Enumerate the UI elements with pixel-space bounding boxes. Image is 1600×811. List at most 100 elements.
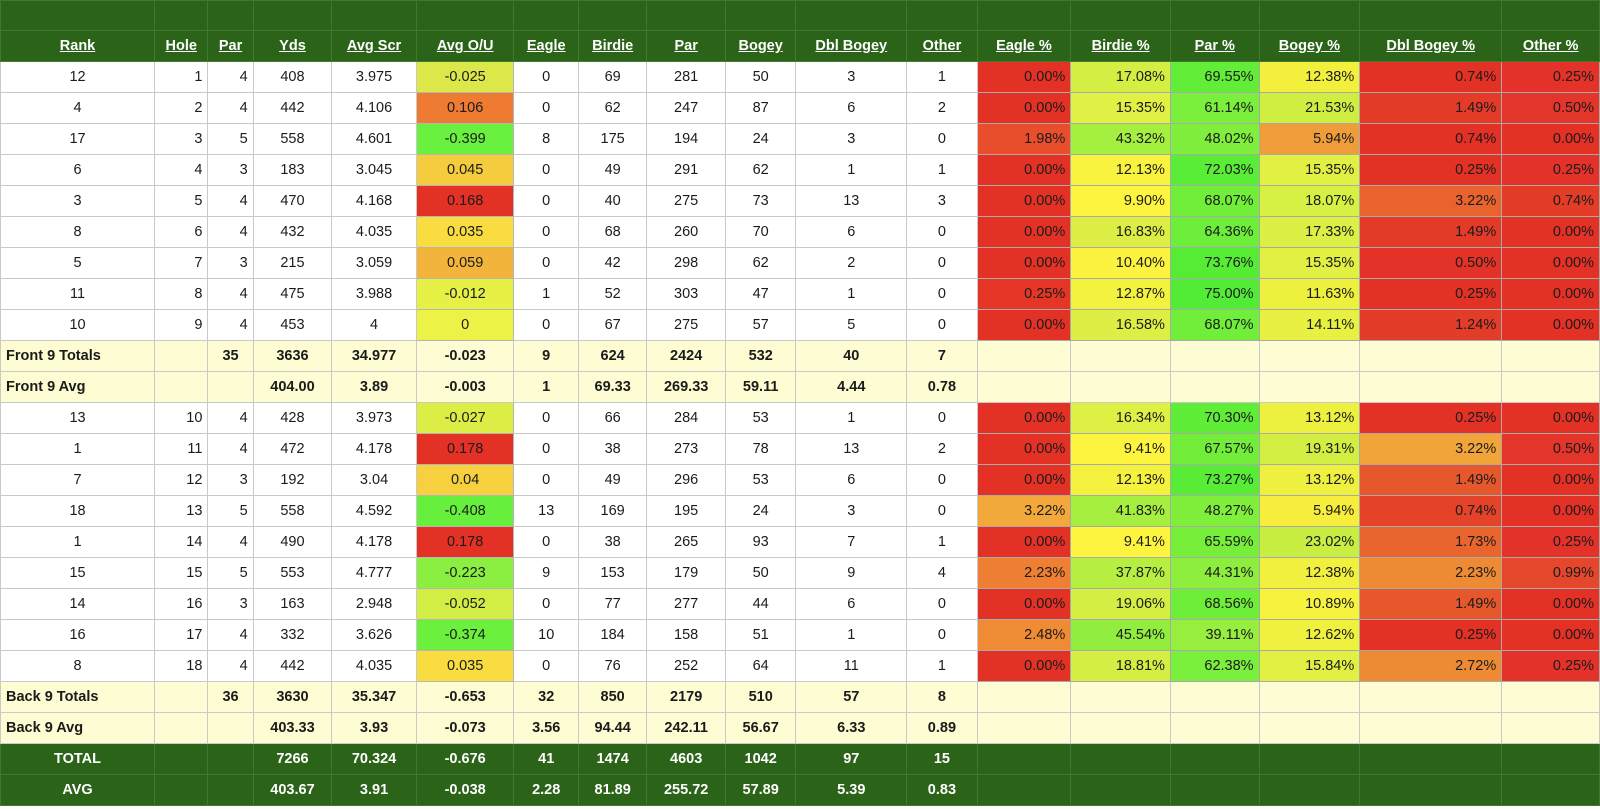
header-row: Rank Hole Par Yds Avg Scr Avg O/U Eagle Birdie P… — [0, 30, 1600, 62]
data-cell: 2 — [906, 433, 978, 465]
percent-cell: 10.89% — [1258, 588, 1361, 620]
data-cell: 5 — [207, 495, 254, 527]
data-cell: 252 — [646, 650, 726, 682]
percent-cell: 12.38% — [1258, 61, 1361, 93]
percent-cell: 1.49% — [1359, 216, 1503, 248]
percent-cell: 18.07% — [1258, 185, 1361, 217]
summary-cell: 242.11 — [646, 712, 726, 744]
data-cell: 6 — [795, 216, 908, 248]
percent-cell: 75.00% — [1169, 278, 1260, 310]
top-band — [0, 0, 1600, 31]
column-header: Avg Scr — [331, 30, 417, 62]
summary-cell — [154, 712, 209, 744]
column-header: Yds — [252, 30, 333, 62]
data-cell: 47 — [724, 278, 797, 310]
data-cell: 73 — [724, 185, 797, 217]
data-cell: 4 — [207, 309, 254, 341]
row-label: AVG — [0, 774, 156, 806]
summary-cell: 1 — [513, 371, 579, 403]
data-cell: 1 — [795, 619, 908, 651]
summary-cell: 56.67 — [724, 712, 797, 744]
percent-cell: 0.50% — [1359, 247, 1503, 279]
column-header: Hole — [154, 30, 209, 62]
table-row: 4 2 4 442 4.106 0.106 0 62 247 87 6 2 0.00% 15.35% 61.… — [0, 92, 1600, 124]
percent-cell: 15.35% — [1258, 247, 1361, 279]
data-cell: 4.592 — [331, 495, 417, 527]
data-cell: 4 — [331, 309, 417, 341]
data-cell: 12 — [0, 61, 156, 93]
data-cell: 303 — [646, 278, 726, 310]
percent-cell: 0.00% — [976, 61, 1072, 93]
summary-cell: 4603 — [646, 743, 726, 775]
percent-cell: 43.32% — [1070, 123, 1171, 155]
percent-cell: 1.73% — [1359, 526, 1503, 558]
percent-cell: 0.00% — [1501, 123, 1600, 155]
data-cell: 192 — [252, 464, 333, 496]
data-cell: 4 — [207, 92, 254, 124]
table-row: 13 10 4 428 3.973 -0.027 0 66 284 53 1 0 0.00% 16.34%… — [0, 402, 1600, 434]
data-cell: 1 — [906, 61, 978, 93]
data-cell: 7 — [795, 526, 908, 558]
summary-cell: 403.67 — [252, 774, 333, 806]
summary-cell: 5.39 — [795, 774, 908, 806]
percent-cell: 68.07% — [1169, 309, 1260, 341]
data-cell: 4 — [207, 185, 254, 217]
band-cell — [154, 0, 209, 31]
summary-cell: 57 — [795, 681, 908, 713]
percent-cell: 0.50% — [1501, 92, 1600, 124]
row-label: Back 9 Avg — [0, 712, 156, 744]
percent-cell: 12.62% — [1258, 619, 1361, 651]
table-row: 8 6 4 432 4.035 0.035 0 68 260 70 6 0 0.00% 16.83% 64.… — [0, 216, 1600, 248]
data-cell: 11 — [154, 433, 209, 465]
band-cell — [724, 0, 797, 31]
data-cell: 1 — [0, 433, 156, 465]
data-cell: 6 — [795, 464, 908, 496]
summary-cell — [1501, 681, 1600, 713]
summary-cell — [1359, 681, 1503, 713]
data-cell: 0 — [513, 464, 579, 496]
summary-cell: 70.324 — [331, 743, 417, 775]
data-cell: 50 — [724, 61, 797, 93]
data-cell: 5 — [795, 309, 908, 341]
data-cell: 0 — [513, 92, 579, 124]
data-cell: 6 — [795, 92, 908, 124]
band-cell — [906, 0, 978, 31]
percent-cell: 14.11% — [1258, 309, 1361, 341]
band-cell — [331, 0, 417, 31]
data-cell: 40 — [577, 185, 648, 217]
summary-cell: 255.72 — [646, 774, 726, 806]
data-cell: 3 — [795, 61, 908, 93]
summary-cell: 94.44 — [577, 712, 648, 744]
percent-cell: 0.25% — [976, 278, 1072, 310]
data-cell: 0 — [513, 309, 579, 341]
summary-cell — [154, 774, 209, 806]
summary-cell: 7 — [906, 340, 978, 372]
percent-cell: 12.87% — [1070, 278, 1171, 310]
data-cell: 15 — [0, 557, 156, 589]
data-cell: 24 — [724, 123, 797, 155]
percent-cell: 1.98% — [976, 123, 1072, 155]
summary-cell — [154, 743, 209, 775]
summary-cell — [1169, 681, 1260, 713]
summary-cell — [154, 681, 209, 713]
data-cell: 10 — [154, 402, 209, 434]
data-cell: 13 — [795, 433, 908, 465]
avg-ou-cell: -0.052 — [415, 588, 515, 620]
data-cell: 3.04 — [331, 464, 417, 496]
summary-cell — [1501, 371, 1600, 403]
summary-cell: 69.33 — [577, 371, 648, 403]
summary-cell — [976, 743, 1072, 775]
data-cell: 298 — [646, 247, 726, 279]
data-cell: 0 — [513, 588, 579, 620]
row-label: Front 9 Totals — [0, 340, 156, 372]
percent-cell: 0.74% — [1501, 185, 1600, 217]
table-row: 15 15 5 553 4.777 -0.223 9 153 179 50 9 4 2.23% 37.87… — [0, 557, 1600, 589]
percent-cell: 0.25% — [1501, 154, 1600, 186]
data-cell: 3 — [207, 154, 254, 186]
data-cell: 1 — [906, 526, 978, 558]
summary-cell — [976, 371, 1072, 403]
data-cell: 275 — [646, 185, 726, 217]
percent-cell: 17.08% — [1070, 61, 1171, 93]
data-cell: 4 — [207, 61, 254, 93]
data-cell: 3 — [207, 247, 254, 279]
